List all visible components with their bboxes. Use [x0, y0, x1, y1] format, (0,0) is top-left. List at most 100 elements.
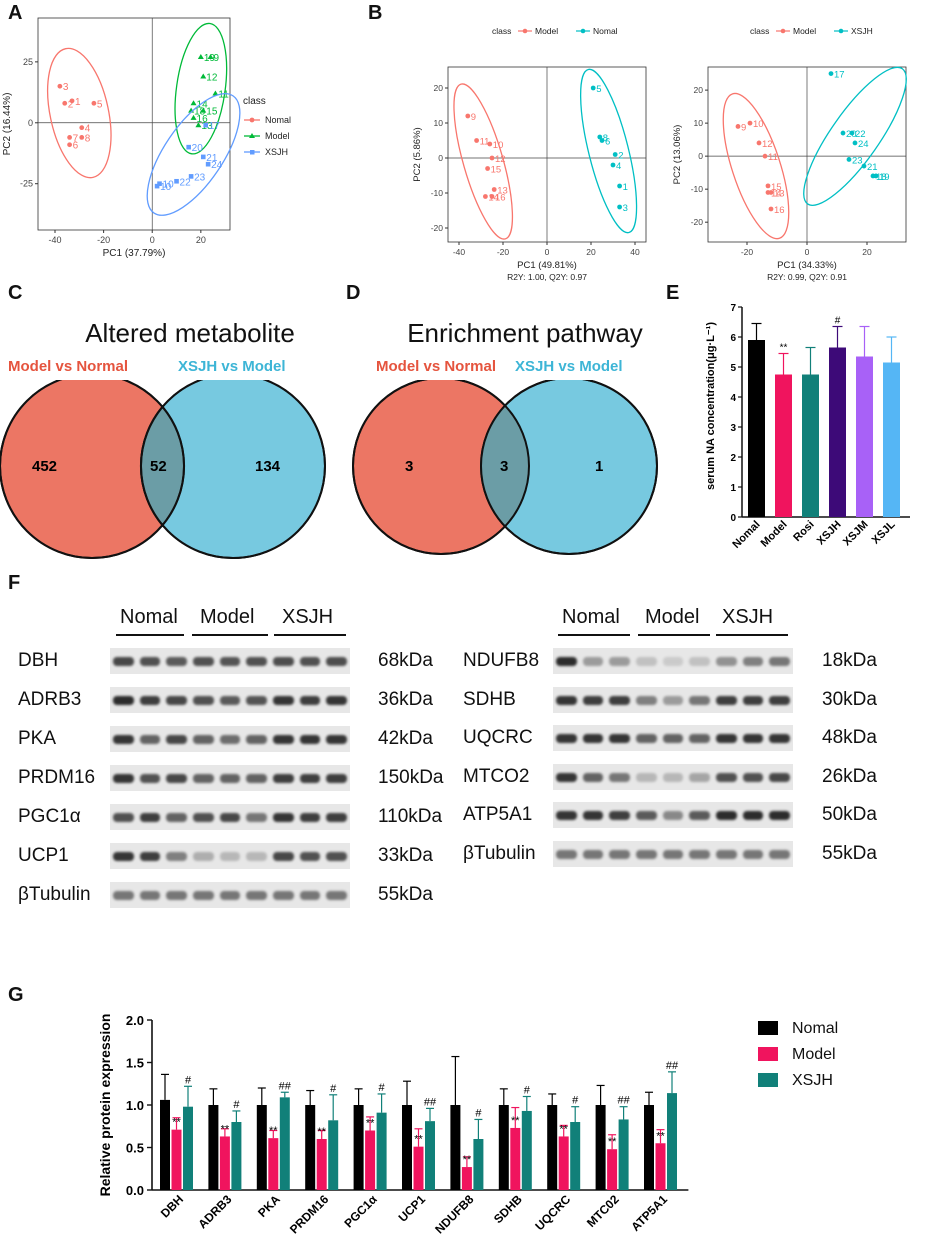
bar [521, 1110, 532, 1190]
point-label: 18 [876, 172, 887, 183]
blot-band [662, 811, 684, 820]
bar [856, 356, 873, 517]
data-point [197, 53, 204, 59]
blot-band [716, 811, 737, 820]
group-underline [116, 634, 184, 636]
blot-band [273, 774, 294, 783]
blot-band [113, 774, 134, 783]
point-label: 4 [616, 161, 621, 172]
point-label: 1 [623, 182, 628, 193]
significance-mark: # [185, 1074, 192, 1086]
bar [208, 1105, 219, 1190]
point-label: 15 [491, 165, 502, 176]
x-tick-label: -20 [497, 247, 510, 257]
data-point [79, 135, 85, 140]
y-tick-label: -10 [691, 184, 704, 194]
venn-left-count: 3 [405, 458, 413, 475]
blot-band [139, 696, 161, 705]
x-tick-label: -40 [453, 247, 466, 257]
data-point [487, 141, 493, 147]
significance-mark: # [475, 1107, 482, 1119]
significance-mark: # [379, 1082, 386, 1094]
bar [365, 1130, 376, 1190]
blot-band [636, 734, 657, 743]
blot-band [166, 891, 187, 900]
data-point [765, 190, 771, 195]
blot-band [219, 813, 241, 822]
legend-marker [250, 150, 255, 155]
bar [595, 1105, 606, 1190]
point-label: 8 [603, 133, 608, 144]
significance-mark: # [233, 1099, 240, 1111]
group-underline [558, 634, 630, 636]
blot-kda-label: 26kDa [822, 765, 877, 787]
group-underline [638, 634, 710, 636]
x-tick-label: DBH [158, 1192, 186, 1220]
x-tick-label: XSJL [870, 518, 898, 546]
x-tick-label: MTC02 [584, 1192, 622, 1230]
bar [618, 1119, 629, 1190]
x-tick-label: 0 [150, 235, 155, 245]
legend-label: Nomal [792, 1020, 839, 1037]
bar [667, 1093, 677, 1190]
blot-band [219, 735, 241, 744]
point-label: 15 [206, 107, 218, 118]
blot-strip [110, 804, 350, 830]
blot-band [326, 696, 347, 705]
y-tick-label: 5 [730, 363, 736, 374]
venn-right-count: 1 [595, 458, 603, 475]
confidence-ellipse [146, 92, 241, 216]
blot-kda-label: 30kDa [822, 688, 877, 710]
x-tick-label: Model [759, 519, 790, 550]
x-tick-label: -20 [97, 235, 110, 245]
y-tick-label: 20 [434, 83, 444, 93]
group-label-model: Model [645, 606, 700, 628]
blot-band [113, 813, 134, 822]
significance-mark: ## [666, 1060, 679, 1072]
data-point [186, 144, 191, 150]
legend-marker [249, 117, 255, 123]
blot-band [636, 657, 657, 666]
group-label-model: Model [200, 606, 255, 628]
y-tick-label: 0.5 [126, 1141, 144, 1156]
point-label: 16 [197, 114, 209, 125]
point-label: 5 [97, 99, 103, 110]
group-label-xsjh: XSJH [722, 606, 774, 628]
legend-label: Nomal [265, 115, 291, 125]
point-label: 9 [741, 122, 746, 133]
bar [883, 362, 900, 517]
point-label: 8 [85, 133, 91, 144]
y-tick-label: 0.0 [126, 1183, 144, 1198]
y-tick-label: 0 [730, 513, 736, 524]
blot-strip [553, 802, 793, 828]
blot-band [139, 657, 161, 666]
legend-label: Model [792, 1046, 836, 1063]
point-label: 12 [206, 72, 218, 83]
venn-diagram-c: 452 52 134 [0, 380, 326, 559]
blot-strip [110, 648, 350, 674]
x-tick-label: NDUFB8 [432, 1192, 477, 1237]
confidence-ellipse [579, 68, 638, 234]
significance-mark: ** [317, 1126, 326, 1138]
blot-strip [553, 725, 793, 751]
point-label: 10 [163, 180, 175, 191]
x-tick-label: ADRB3 [195, 1192, 234, 1231]
venn-left-label: Model vs Normal [8, 358, 129, 375]
point-label: 17 [209, 121, 221, 132]
significance-mark: # [572, 1095, 579, 1107]
data-point [91, 100, 97, 106]
blot-band [582, 811, 604, 820]
blot-kda-label: 18kDa [822, 650, 877, 671]
y-tick-label: 10 [434, 118, 444, 128]
blot-kda-label: 55kDa [378, 884, 433, 905]
blot-band [556, 734, 577, 743]
x-tick-label: XSJM [841, 519, 871, 549]
x-axis-label: PC1 (49.81%) [517, 260, 577, 271]
x-tick-label: 20 [586, 247, 596, 257]
y-tick-label: 1.0 [126, 1098, 144, 1113]
y-tick-label: -10 [431, 188, 444, 198]
blot-band [716, 657, 737, 666]
blot-band [609, 811, 630, 820]
blot-band [299, 891, 321, 900]
panel-letter-e: E [666, 282, 680, 304]
